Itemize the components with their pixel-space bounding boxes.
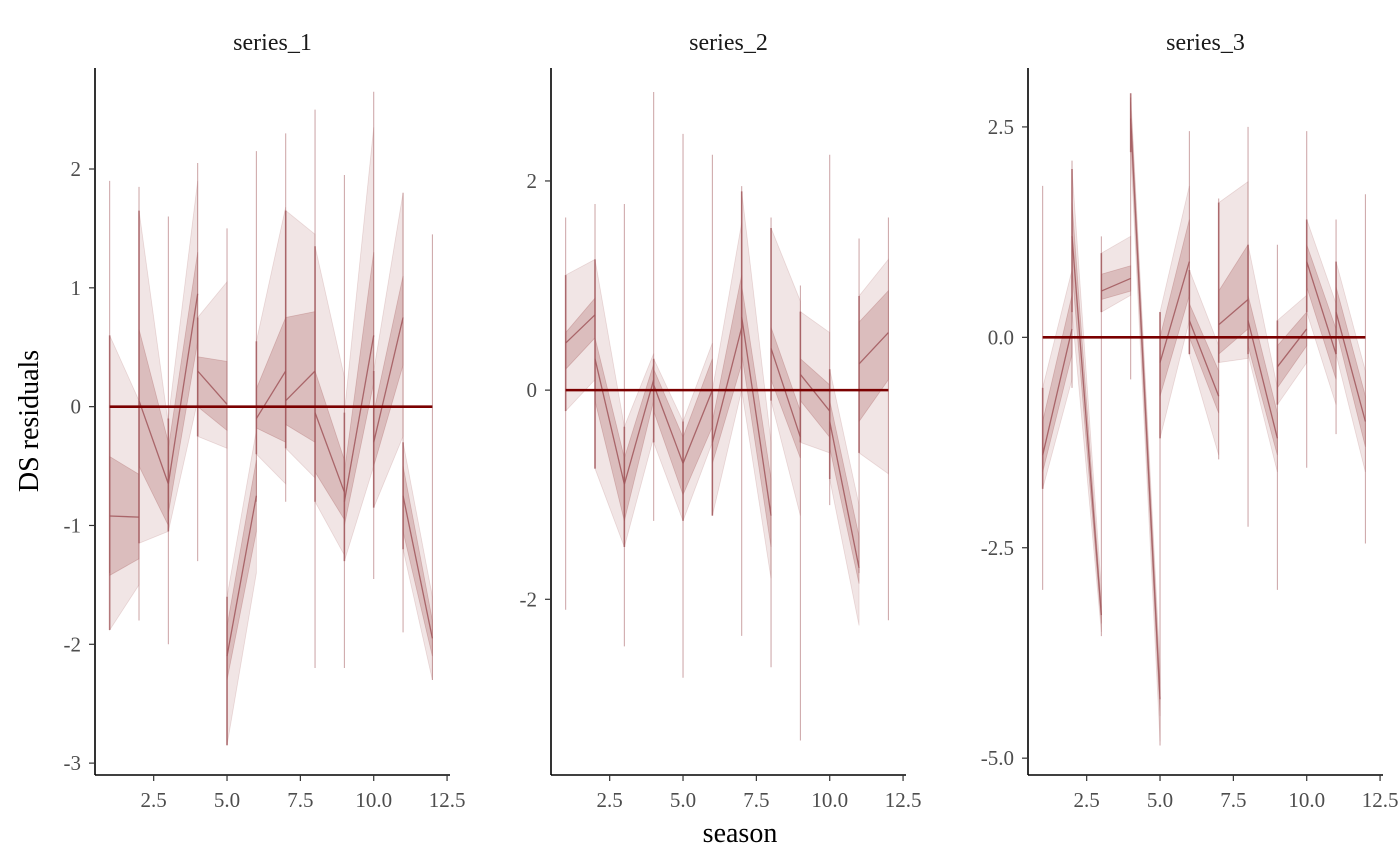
median-line [1130, 118, 1161, 700]
x-tick-label: 5.0 [214, 788, 240, 812]
panel-2: series_2 2.5 5.0 7.5 10.0 12.5 -2 0 2 [520, 30, 922, 812]
median-line [1071, 236, 1102, 616]
median-line [858, 332, 889, 365]
y-tick-label: -2.5 [981, 536, 1014, 560]
median-line [1306, 261, 1337, 355]
panel-3: series_3 2.5 5.0 7.5 10.0 12.5 -5.0 -2.5 0.0 2.5 [981, 30, 1399, 812]
facet-title: series_2 [689, 30, 768, 56]
x-tick-label: 5.0 [1147, 788, 1173, 812]
x-tick-label: 2.5 [141, 788, 167, 812]
x-axis-title: season [703, 818, 778, 849]
x-tick-label: 10.0 [811, 788, 848, 812]
median-line [1247, 320, 1279, 439]
x-tick-label: 12.5 [429, 788, 466, 812]
median-line [109, 515, 140, 518]
x-tick-label: 12.5 [885, 788, 922, 812]
median-line [623, 379, 655, 485]
x-tick-label: 10.0 [1288, 788, 1325, 812]
y-tick-label: 0 [71, 395, 82, 419]
median-line [741, 316, 772, 516]
x-tick-label: 12.5 [1362, 788, 1399, 812]
median-line [402, 495, 434, 639]
median-line [594, 358, 625, 485]
median-line [138, 400, 169, 485]
median-line [565, 314, 596, 344]
y-tick-label: 0 [527, 378, 538, 402]
median-line [197, 370, 228, 405]
median-line [167, 293, 199, 484]
median-line [314, 412, 345, 493]
x-tick-label: 7.5 [1220, 788, 1246, 812]
median-line [711, 327, 743, 443]
median-line [255, 370, 287, 419]
median-line [1335, 311, 1367, 422]
median-line [1159, 261, 1190, 363]
median-line [343, 335, 375, 502]
y-tick-label: -1 [64, 513, 82, 537]
median-line [373, 317, 404, 443]
x-tick-label: 7.5 [287, 788, 313, 812]
median-line [285, 370, 316, 402]
median-line [226, 495, 258, 657]
panels-layer: series_12.5 5.0 7.5 10.0 12.5-3-2-1012series… [64, 30, 1399, 812]
facet-title: series_3 [1166, 30, 1245, 56]
panel-1: series_1 2.5 5.0 7.5 10.0 12.5 -3 -2 -1 0 1 2 [64, 30, 466, 812]
median-line [1218, 298, 1249, 326]
y-tick-label: 2.5 [988, 115, 1014, 139]
x-tick-label: 10.0 [355, 788, 392, 812]
median-line [799, 374, 831, 412]
median-line [682, 389, 713, 464]
y-axis-title: DS residuals [14, 350, 45, 492]
median-line [1042, 328, 1073, 456]
y-tick-label: -2 [64, 632, 82, 656]
x-tick-label: 5.0 [670, 788, 696, 812]
facet-title: series_1 [233, 30, 312, 56]
y-tick-label: 2 [71, 157, 82, 181]
inner-band [285, 311, 316, 444]
x-tick-label: 2.5 [597, 788, 623, 812]
y-tick-label: -3 [64, 751, 82, 775]
y-tick-label: -5.0 [981, 746, 1014, 770]
median-line [1188, 320, 1220, 397]
y-tick-label: 0.0 [988, 325, 1014, 349]
median-line [770, 348, 801, 438]
median-line [1101, 277, 1131, 292]
y-tick-label: 2 [527, 169, 538, 193]
y-tick-label: -2 [520, 587, 538, 611]
median-line [829, 421, 860, 569]
x-tick-label: 2.5 [1074, 788, 1100, 812]
x-tick-label: 7.5 [743, 788, 769, 812]
median-line [1276, 328, 1308, 368]
y-tick-label: 1 [71, 276, 82, 300]
median-line [653, 384, 684, 464]
